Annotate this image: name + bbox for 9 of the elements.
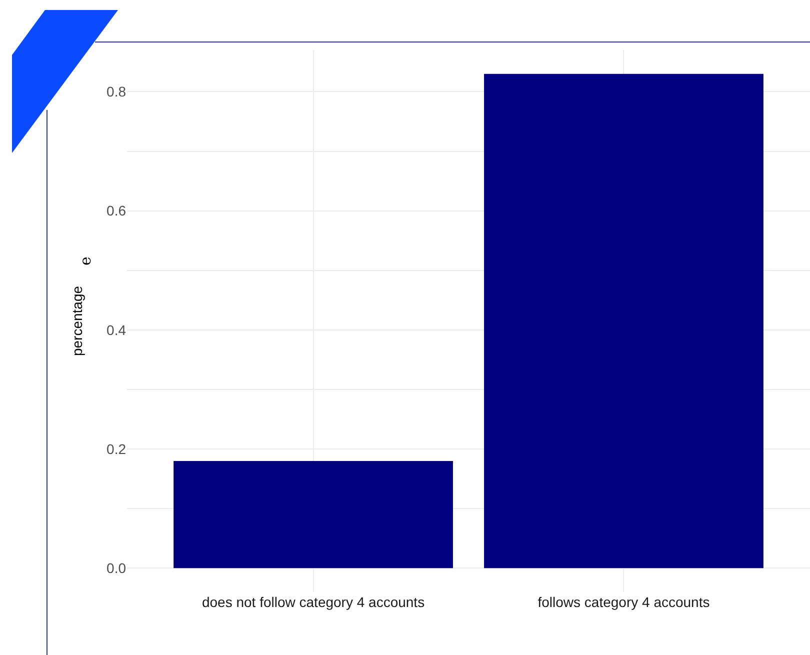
x-tick-label: follows category 4 accounts bbox=[538, 594, 710, 610]
y-tick-label: 0.2 bbox=[106, 440, 126, 457]
x-tick-label: does not follow category 4 accounts bbox=[202, 594, 425, 610]
y-tick-label: 0.0 bbox=[106, 560, 126, 576]
text: e bbox=[76, 256, 95, 266]
y-tick-label: 0.4 bbox=[106, 322, 126, 338]
y-axis-title: percentage bbox=[69, 286, 86, 356]
y-tick-label: 0.8 bbox=[106, 84, 126, 100]
y-tick-label: 0.6 bbox=[106, 202, 126, 219]
